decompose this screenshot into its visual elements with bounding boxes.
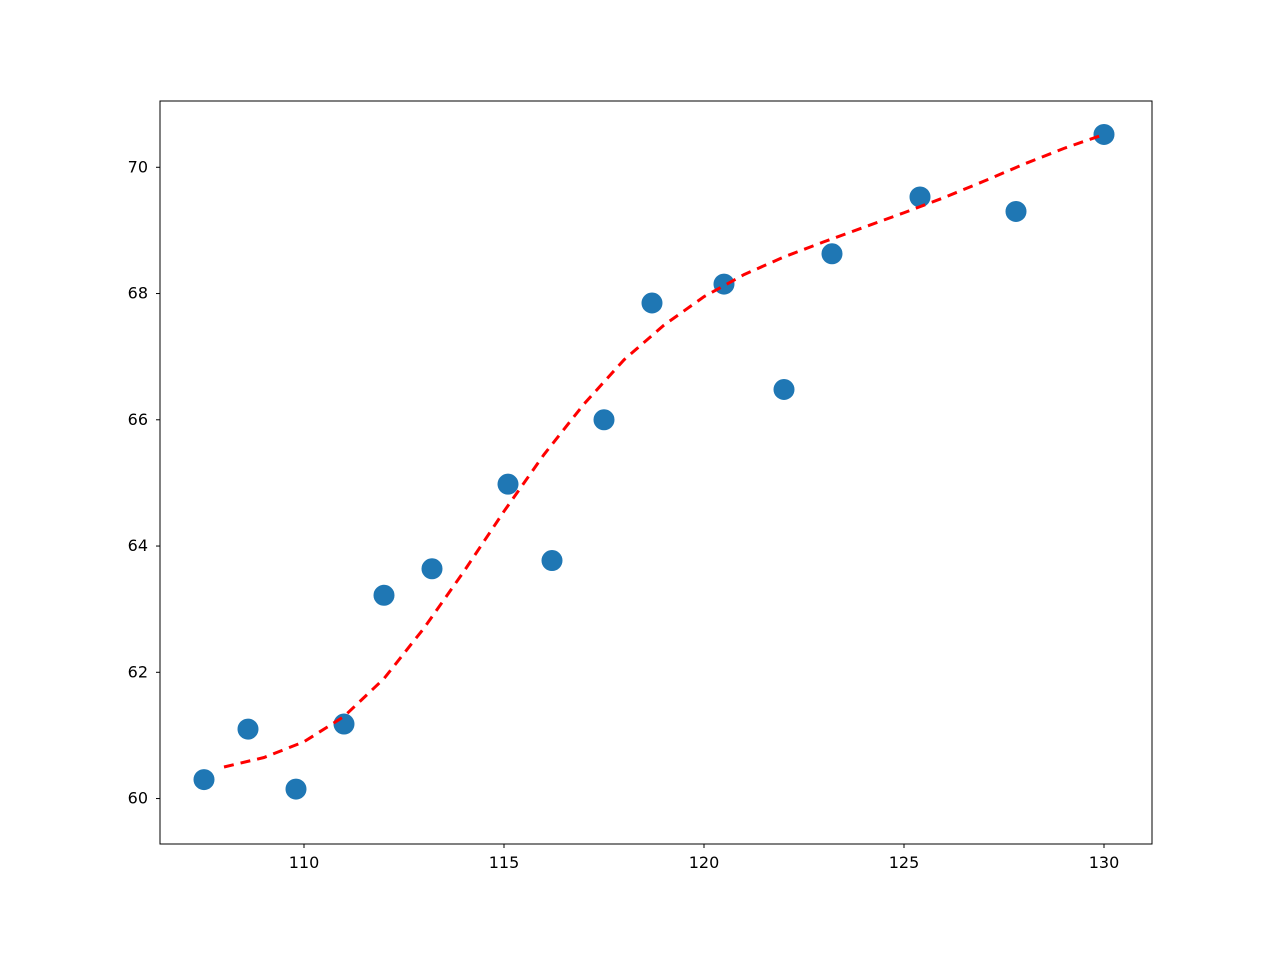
scatter-point <box>374 585 394 605</box>
scatter-point <box>286 779 306 799</box>
scatter-point <box>1006 201 1026 221</box>
scatter-point <box>238 719 258 739</box>
y-tick-label: 62 <box>128 662 148 681</box>
y-tick-label: 70 <box>128 157 148 176</box>
y-tick-label: 68 <box>128 284 148 303</box>
scatter-point <box>642 293 662 313</box>
scatter-point <box>498 474 518 494</box>
x-tick-label: 110 <box>289 853 320 872</box>
chart-container: 110 115 120 125 130 60 62 64 66 68 70 <box>0 0 1280 960</box>
y-tick-label: 60 <box>128 789 148 808</box>
scatter-point <box>822 244 842 264</box>
scatter-point <box>774 379 794 399</box>
scatter-point <box>910 187 930 207</box>
scatter-point <box>194 770 214 790</box>
scatter-line-chart: 110 115 120 125 130 60 62 64 66 68 70 <box>0 0 1280 960</box>
scatter-point <box>594 410 614 430</box>
scatter-point <box>422 559 442 579</box>
y-tick-label: 64 <box>128 536 148 555</box>
x-tick-label: 130 <box>1089 853 1120 872</box>
scatter-point <box>334 714 354 734</box>
x-tick-label: 115 <box>489 853 520 872</box>
scatter-point <box>1094 124 1114 144</box>
x-tick-label: 125 <box>889 853 920 872</box>
scatter-point <box>542 551 562 571</box>
y-tick-label: 66 <box>128 410 148 429</box>
chart-background <box>0 0 1280 960</box>
x-tick-label: 120 <box>689 853 720 872</box>
